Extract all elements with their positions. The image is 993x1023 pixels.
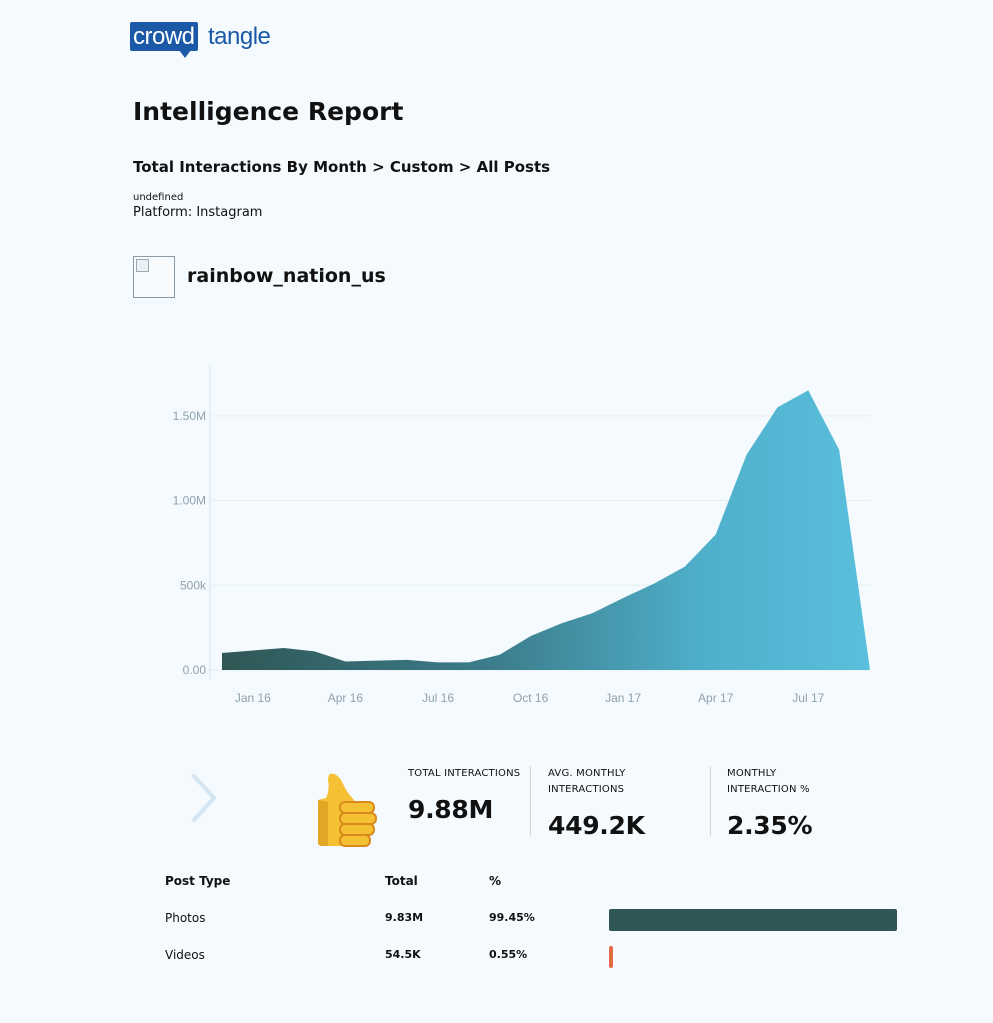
stat-value: 2.35%: [727, 811, 813, 840]
platform-label: Platform: Instagram: [133, 205, 263, 220]
meta-undefined: undefined: [133, 192, 184, 203]
x-tick-label: Jan 16: [235, 691, 271, 705]
y-tick-label: 1.00M: [173, 494, 206, 508]
crowdtangle-logo: crowd tangle: [130, 20, 280, 58]
stat-label: TOTAL INTERACTIONS: [408, 768, 521, 779]
y-tick-label: 500k: [180, 578, 207, 592]
stat-label: MONTHLY INTERACTION %: [727, 768, 810, 795]
post-type-pct: 99.45%: [489, 911, 535, 924]
avatar[interactable]: [133, 256, 175, 298]
stat-label: AVG. MONTHLY INTERACTIONS: [548, 768, 626, 795]
logo-right-text: tangle: [208, 23, 271, 50]
x-tick-label: Apr 17: [698, 691, 734, 705]
x-tick-label: Jan 17: [605, 691, 641, 705]
y-axis-ticks: 0.00 500k 1.00M 1.50M: [173, 409, 207, 677]
page-title: Intelligence Report: [133, 97, 404, 126]
stat-value: 9.88M: [408, 795, 494, 824]
account-name[interactable]: rainbow_nation_us: [187, 265, 386, 287]
post-type-total: 9.83M: [385, 911, 424, 924]
x-tick-label: Jul 17: [792, 691, 824, 705]
share-bar-track: [609, 909, 899, 931]
header-post-type: Post Type: [165, 874, 231, 888]
x-tick-label: Apr 16: [328, 691, 364, 705]
videos-share-bar: [609, 946, 613, 968]
share-bar-track: [609, 946, 899, 968]
stat-avg-monthly-interactions: AVG. MONTHLY INTERACTIONS 449.2K: [548, 766, 668, 840]
table-row: Photos 9.83M 99.45%: [165, 907, 905, 944]
stat-divider: [710, 766, 711, 836]
x-axis-ticks: Jan 16 Apr 16 Jul 16 Oct 16 Jan 17 Apr 17 Jul …: [235, 691, 825, 705]
header-pct: %: [489, 874, 502, 888]
y-tick-label: 1.50M: [173, 409, 206, 423]
interactions-chart: 0.00 500k 1.00M 1.50M Jan 16 Apr 16 Jul 16 Oct…: [173, 365, 870, 705]
photos-share-bar: [609, 909, 897, 931]
y-tick-label: 0.00: [183, 663, 207, 677]
stat-value: 449.2K: [548, 811, 645, 840]
broken-image-icon: [136, 259, 149, 272]
table-row: Videos 54.5K 0.55%: [165, 944, 905, 981]
post-type-label: Videos: [165, 948, 205, 962]
x-tick-label: Jul 16: [422, 691, 454, 705]
breadcrumb: Total Interactions By Month > Custom > A…: [133, 158, 551, 176]
header-total: Total: [385, 874, 418, 888]
logo-speech-tail: [179, 50, 191, 58]
post-type-table: Post Type Total % Photos 9.83M 99.45% Vi…: [165, 870, 905, 981]
post-type-total: 54.5K: [385, 948, 421, 961]
stat-monthly-interaction-pct: MONTHLY INTERACTION % 2.35%: [727, 766, 847, 840]
stat-divider: [530, 766, 531, 836]
chevron-right-icon[interactable]: [186, 770, 222, 826]
thumbs-up-icon: [318, 773, 377, 847]
post-type-label: Photos: [165, 911, 206, 925]
interactions-area-series: [222, 390, 870, 670]
chart-area-layer: [222, 390, 870, 670]
stat-total-interactions: TOTAL INTERACTIONS 9.88M: [408, 766, 528, 824]
post-type-pct: 0.55%: [489, 948, 528, 961]
x-tick-label: Oct 16: [513, 691, 549, 705]
logo-left-text: crowd: [130, 22, 198, 51]
table-header-row: Post Type Total %: [165, 870, 905, 907]
